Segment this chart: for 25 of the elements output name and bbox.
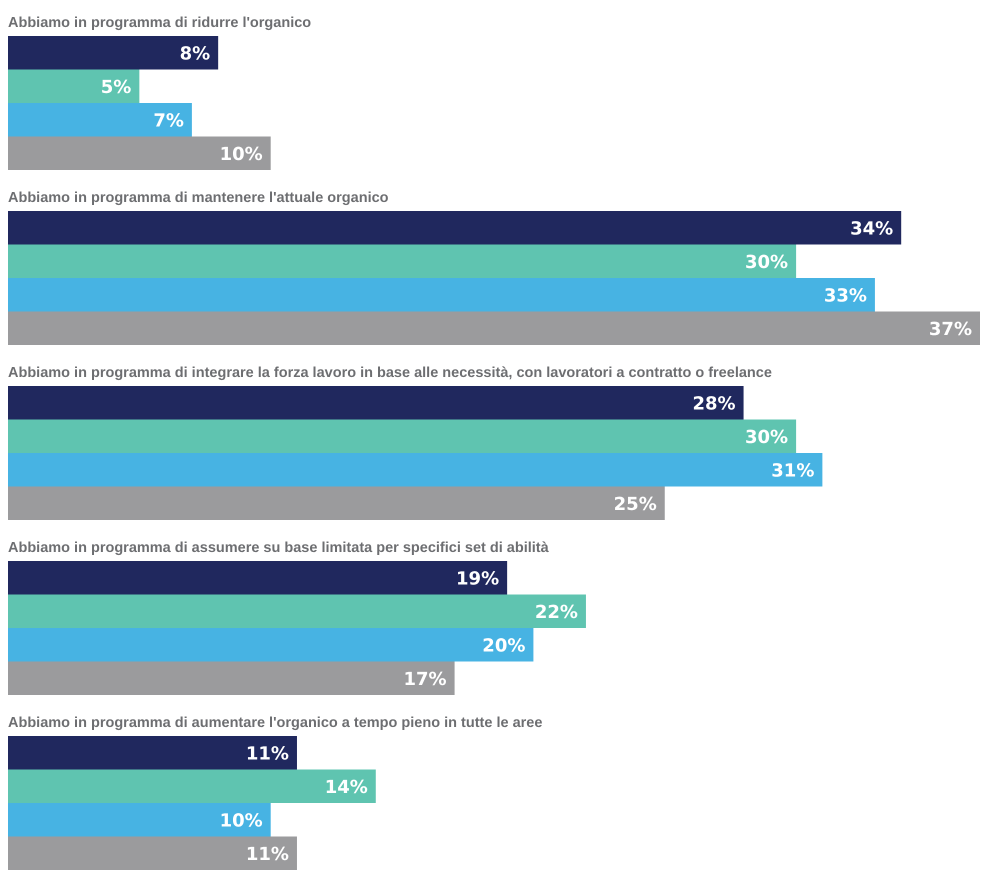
y-tick-label: Abbiamo in programma di mantenere l'attuale organico — [8, 190, 389, 206]
data-label: 11% — [246, 743, 289, 764]
y-tick-label: Abbiamo in programma di integrare la forza lavoro in base alle necessità, con lavoratori a contratto o freelance — [8, 365, 772, 381]
data-label: 37% — [928, 318, 972, 340]
data-label: 28% — [692, 393, 736, 414]
data-label: 19% — [456, 568, 500, 590]
data-label: 10% — [220, 810, 263, 832]
data-label: 10% — [220, 144, 263, 165]
data-label: 7% — [153, 110, 184, 132]
data-label: 17% — [404, 668, 447, 690]
data-label: 30% — [745, 426, 788, 448]
y-tick-label: Abbiamo in programma di aumentare l'organico a tempo pieno in tutte le aree — [8, 715, 542, 731]
data-label: 20% — [482, 635, 526, 656]
y-tick-label: Abbiamo in programma di assumere su base limitata per specifici set di abilità — [8, 540, 550, 556]
data-label: 22% — [534, 602, 578, 623]
data-label: 8% — [180, 43, 210, 64]
data-label: 33% — [824, 285, 867, 306]
data-label: 34% — [850, 218, 894, 240]
data-label: 11% — [246, 844, 289, 865]
data-label: 30% — [745, 252, 788, 273]
y-tick-label: Abbiamo in programma di ridurre l'organico — [8, 15, 312, 31]
data-label: 14% — [324, 776, 368, 798]
data-label: 31% — [771, 460, 814, 482]
data-label: 5% — [100, 76, 132, 98]
data-label: 25% — [614, 494, 657, 515]
